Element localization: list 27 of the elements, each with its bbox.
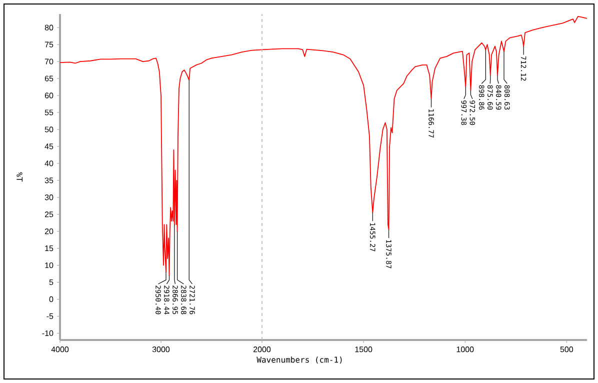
x-tick-label: 1000 — [456, 346, 474, 352]
y-tick-label: 15 — [45, 246, 54, 252]
x-tick-label: 1500 — [355, 346, 372, 352]
x-tick-label: 2000 — [254, 346, 271, 352]
y-tick-label: 30 — [44, 194, 54, 200]
y-tick-label: 50 — [44, 126, 54, 132]
y-tick-label: 35 — [44, 178, 54, 184]
y-tick-label: 60 — [44, 92, 54, 98]
y-tick-label: 45 — [44, 144, 54, 150]
y-tick-label: 75 — [44, 42, 54, 48]
y-tick-label: 25 — [44, 212, 54, 218]
x-axis-title: Wavenumbers (cm-1) — [256, 356, 342, 364]
y-tick-label: 5 — [49, 279, 54, 286]
y-tick-label: -10 — [42, 330, 54, 336]
x-tick-label: 3000 — [152, 346, 170, 352]
y-tick-label: 55 — [44, 110, 54, 116]
y-tick-label: 80 — [44, 24, 54, 30]
y-tick-label: 70 — [44, 58, 54, 64]
x-tick-label: 4000 — [51, 346, 69, 352]
y-tick-label: 40 — [44, 160, 54, 166]
y-tick-label: 10 — [45, 262, 54, 268]
y-tick-label: -5 — [46, 313, 54, 320]
y-tick-label: 65 — [44, 76, 54, 82]
y-tick-label: 0 — [49, 296, 54, 302]
y-axis-title: %T — [16, 172, 23, 182]
x-tick-label: 500 — [560, 346, 574, 352]
y-tick-label: 20 — [44, 228, 54, 234]
